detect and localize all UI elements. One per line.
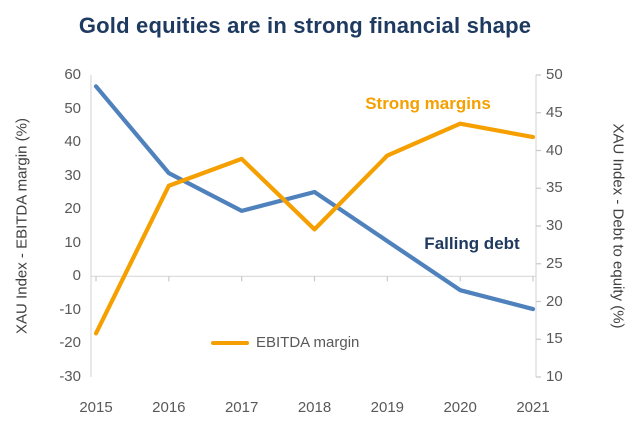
right-axis-title: XAU Index - Debt to equity (%)	[609, 123, 627, 329]
left-tick-label: 40	[64, 133, 81, 151]
left-tick-label: 60	[64, 66, 81, 83]
left-tick-label: 50	[64, 99, 81, 117]
x-tick-label: 2015	[79, 399, 113, 416]
legend-label: EBITDA margin	[256, 334, 360, 351]
left-tick-label: 30	[64, 166, 81, 184]
right-tick-label: 45	[546, 103, 563, 121]
x-tick-label: 2017	[224, 399, 259, 416]
right-tick-label: 30	[546, 217, 563, 234]
annotation-falling-debt: Falling debt	[424, 234, 520, 253]
x-tick-label: 2019	[370, 399, 405, 416]
x-tick-label: 2018	[297, 399, 332, 416]
right-tick-label: 40	[546, 141, 563, 159]
right-tick-label: 15	[546, 330, 563, 348]
right-tick-label: 25	[546, 254, 563, 272]
right-tick-label: 35	[546, 179, 563, 197]
right-tick-label: 10	[546, 368, 563, 385]
left-tick-label: 10	[64, 233, 81, 251]
left-axis-title: XAU Index - EBITDA margin (%)	[13, 118, 31, 334]
legend-line-marker-icon	[211, 340, 249, 345]
x-tick-label: 2020	[443, 399, 477, 416]
chart-title: Gold equities are in strong financial sh…	[78, 13, 532, 38]
right-tick-label: 20	[546, 292, 563, 310]
left-tick-label: 0	[72, 267, 81, 285]
left-tick-label: -30	[59, 368, 81, 385]
left-tick-label: -10	[59, 300, 81, 318]
series-line-ebitda-margin	[93, 121, 536, 336]
left-tick-label: -20	[59, 334, 81, 352]
right-tick-label: 50	[546, 66, 563, 83]
annotation-strong-margins: Strong margins	[365, 94, 491, 113]
legend: EBITDA margin	[211, 334, 359, 351]
x-tick-label: 2021	[516, 399, 550, 416]
series-line-debt-to-equity	[93, 84, 536, 312]
x-tick-label: 2016	[152, 399, 186, 416]
left-tick-label: 20	[64, 200, 81, 218]
